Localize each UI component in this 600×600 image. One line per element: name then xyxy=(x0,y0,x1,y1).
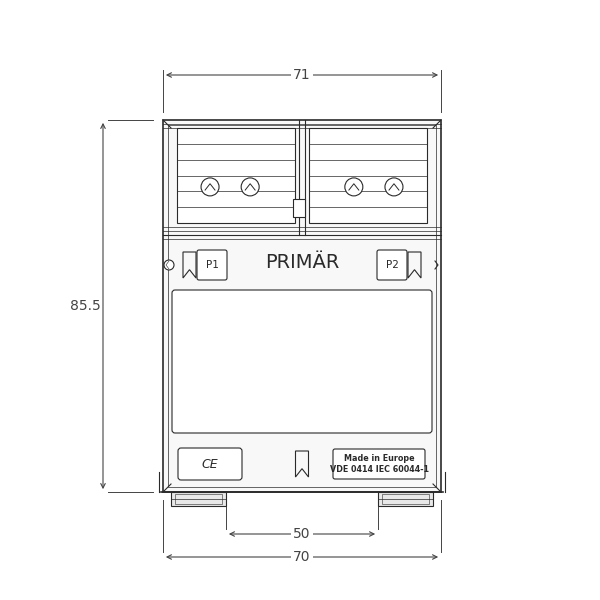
Bar xyxy=(293,199,305,217)
Text: Made in Europe
VDE 0414 IEC 60044-1: Made in Europe VDE 0414 IEC 60044-1 xyxy=(329,454,428,475)
Bar xyxy=(177,128,295,223)
Circle shape xyxy=(164,260,174,270)
Text: P1: P1 xyxy=(206,260,218,270)
Circle shape xyxy=(345,178,363,196)
Text: 70: 70 xyxy=(293,550,311,564)
Bar xyxy=(378,492,433,506)
Text: CE: CE xyxy=(202,457,218,470)
Bar xyxy=(309,128,427,223)
FancyBboxPatch shape xyxy=(178,448,242,480)
FancyBboxPatch shape xyxy=(377,250,407,280)
FancyBboxPatch shape xyxy=(172,290,432,433)
Circle shape xyxy=(201,178,219,196)
Bar xyxy=(163,120,441,492)
Text: 85.5: 85.5 xyxy=(70,299,100,313)
Text: 71: 71 xyxy=(293,68,311,82)
Bar xyxy=(171,492,226,506)
FancyBboxPatch shape xyxy=(333,449,425,479)
Text: 50: 50 xyxy=(293,527,311,541)
Text: PRIMÄR: PRIMÄR xyxy=(265,253,339,272)
Bar xyxy=(382,494,429,504)
Circle shape xyxy=(241,178,259,196)
Circle shape xyxy=(385,178,403,196)
Text: P2: P2 xyxy=(386,260,398,270)
Bar xyxy=(175,494,222,504)
FancyBboxPatch shape xyxy=(197,250,227,280)
Bar xyxy=(168,125,436,487)
